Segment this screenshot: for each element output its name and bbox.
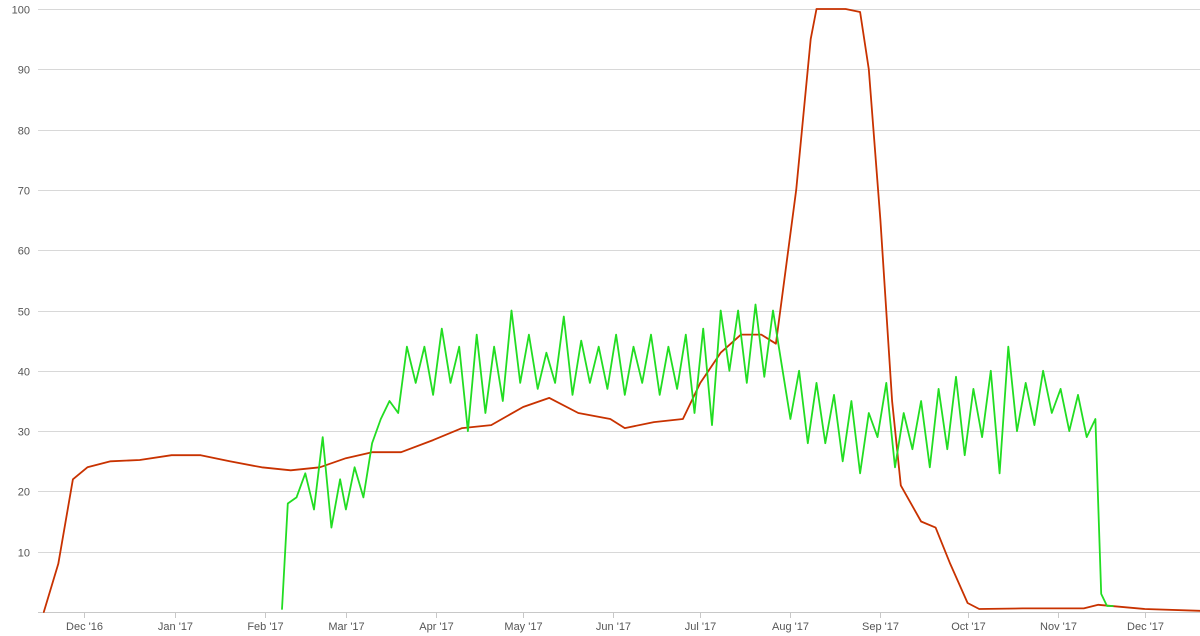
x-tick-label-2: Feb '17 [247, 621, 283, 633]
x-tick-label-6: Jun '17 [596, 621, 631, 633]
x-tick-label-11: Nov '17 [1040, 621, 1077, 633]
axes: 10 20 30 40 50 60 70 80 90 100 Dec '16 Jan '17 Feb '… [12, 5, 1200, 633]
y-tick-label-90: 90 [18, 65, 30, 77]
y-tick-label-10: 10 [18, 548, 30, 560]
y-tick-label-30: 30 [18, 427, 30, 439]
y-tick-label-100: 100 [12, 5, 30, 17]
x-tick-label-3: Mar '17 [328, 621, 364, 633]
y-tick-label-80: 80 [18, 126, 30, 138]
x-tick-label-0: Dec '16 [66, 621, 103, 633]
grid-lines [38, 9, 1200, 553]
y-tick-label-60: 60 [18, 246, 30, 258]
series-lines [42, 8, 1200, 613]
y-tick-label-50: 50 [18, 307, 30, 319]
y-tick-label-70: 70 [18, 186, 30, 198]
x-tick-label-12: Dec '17 [1127, 621, 1164, 633]
x-tick-label-5: May '17 [504, 621, 542, 633]
y-tick-label-40: 40 [18, 367, 30, 379]
x-tick-label-7: Jul '17 [685, 621, 716, 633]
x-tick-label-1: Jan '17 [158, 621, 193, 633]
series-line-1 [281, 303, 1114, 610]
series-line-0 [42, 8, 1200, 613]
y-tick-label-20: 20 [18, 487, 30, 499]
x-tick-label-10: Oct '17 [951, 621, 986, 633]
x-tick-label-9: Sep '17 [862, 621, 899, 633]
x-tick-label-8: Aug '17 [772, 621, 809, 633]
x-tick-label-4: Apr '17 [419, 621, 454, 633]
